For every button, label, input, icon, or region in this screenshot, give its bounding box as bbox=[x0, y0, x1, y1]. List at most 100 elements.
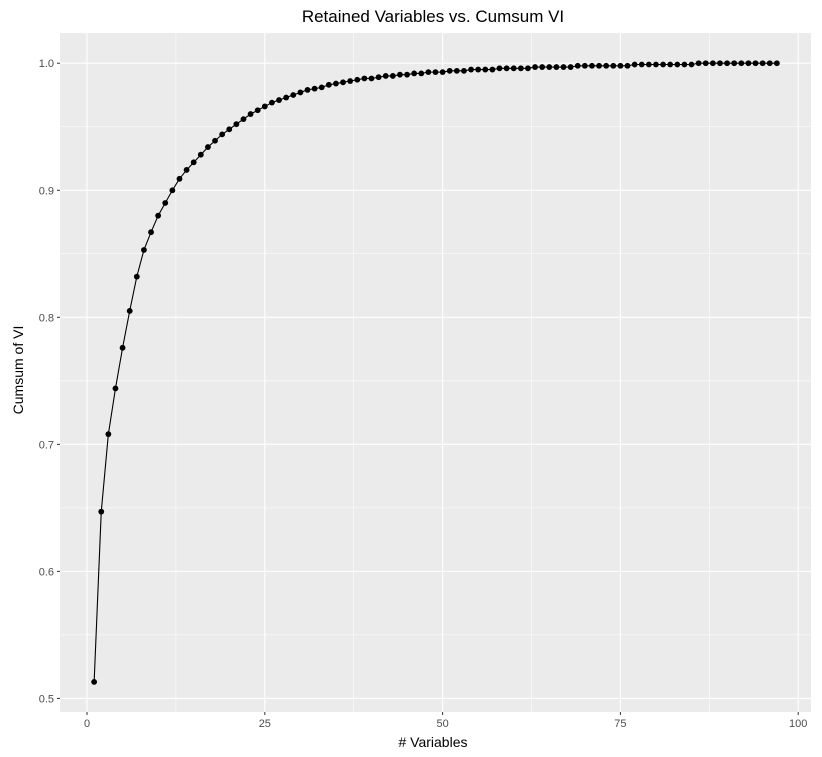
data-point bbox=[411, 70, 418, 77]
x-tick-label: 75 bbox=[614, 718, 626, 730]
data-point bbox=[240, 116, 247, 123]
data-point bbox=[688, 61, 695, 68]
data-point bbox=[226, 126, 233, 133]
data-point bbox=[261, 103, 268, 110]
data-point bbox=[126, 308, 133, 314]
data-point bbox=[276, 97, 282, 103]
data-point bbox=[453, 67, 460, 74]
data-point bbox=[439, 69, 446, 76]
data-point bbox=[212, 137, 218, 144]
data-point bbox=[724, 60, 730, 67]
data-point bbox=[745, 60, 752, 67]
x-tick-label: 0 bbox=[84, 718, 90, 730]
data-point bbox=[219, 131, 226, 138]
x-axis: 0 25 50 75 100 bbox=[84, 712, 807, 730]
data-point bbox=[183, 167, 190, 173]
data-point bbox=[631, 61, 638, 68]
data-point bbox=[553, 64, 560, 70]
data-point bbox=[461, 67, 467, 74]
data-point bbox=[98, 508, 105, 515]
data-point bbox=[247, 111, 254, 117]
data-point bbox=[624, 62, 631, 69]
data-point bbox=[539, 64, 546, 70]
data-point bbox=[496, 65, 503, 72]
data-point bbox=[731, 60, 738, 67]
data-point bbox=[709, 60, 716, 67]
data-point bbox=[254, 107, 261, 114]
data-point bbox=[567, 64, 574, 70]
data-point bbox=[290, 92, 297, 98]
chart-title: Retained Variables vs. Cumsum VI bbox=[302, 7, 564, 26]
y-tick-label: 0.8 bbox=[39, 312, 54, 324]
data-point bbox=[717, 60, 723, 67]
minor-gridlines bbox=[60, 33, 811, 712]
data-point bbox=[610, 62, 617, 69]
data-point bbox=[269, 99, 275, 106]
data-point bbox=[119, 344, 126, 351]
x-tick-label: 50 bbox=[436, 718, 448, 730]
data-point bbox=[347, 78, 354, 84]
data-point bbox=[318, 84, 325, 91]
data-point bbox=[361, 75, 368, 82]
y-tick-label: 1.0 bbox=[39, 58, 54, 70]
data-point bbox=[674, 61, 681, 68]
data-point bbox=[375, 74, 382, 81]
data-point bbox=[340, 79, 346, 86]
data-point bbox=[432, 69, 439, 76]
data-point bbox=[233, 121, 240, 128]
data-point bbox=[738, 60, 745, 67]
data-point bbox=[525, 65, 531, 72]
data-point bbox=[589, 62, 595, 69]
data-point bbox=[560, 64, 567, 70]
y-tick-label: 0.6 bbox=[39, 566, 54, 578]
data-point bbox=[205, 144, 211, 150]
data-point bbox=[574, 62, 581, 69]
data-point bbox=[304, 87, 311, 93]
data-point bbox=[695, 60, 702, 67]
data-point bbox=[333, 80, 339, 87]
data-points bbox=[91, 60, 780, 685]
data-point bbox=[105, 431, 112, 438]
data-point bbox=[468, 66, 474, 73]
y-axis-title: Cumsum of VI bbox=[10, 326, 26, 415]
data-point bbox=[297, 89, 304, 96]
data-point bbox=[404, 71, 410, 78]
data-point bbox=[397, 71, 403, 78]
data-point bbox=[660, 61, 666, 68]
data-point bbox=[133, 273, 140, 280]
data-point bbox=[311, 85, 318, 92]
y-tick-label: 0.9 bbox=[39, 185, 54, 197]
data-point bbox=[418, 70, 425, 77]
data-point bbox=[773, 60, 780, 67]
data-point bbox=[155, 212, 162, 219]
data-point bbox=[603, 62, 610, 69]
data-point bbox=[532, 64, 538, 70]
data-point bbox=[617, 62, 624, 69]
plot-panel bbox=[60, 33, 811, 712]
x-tick-label: 100 bbox=[789, 718, 807, 730]
data-point bbox=[112, 385, 119, 392]
data-point bbox=[482, 66, 489, 73]
data-point bbox=[503, 65, 510, 72]
data-point bbox=[667, 61, 674, 68]
data-point bbox=[596, 62, 602, 69]
data-point bbox=[681, 61, 688, 68]
data-point bbox=[581, 62, 588, 69]
x-tick-label: 25 bbox=[259, 718, 271, 730]
data-point bbox=[148, 229, 154, 236]
data-point bbox=[546, 64, 553, 70]
data-point bbox=[141, 247, 147, 253]
data-point bbox=[752, 60, 759, 67]
data-point bbox=[489, 66, 496, 73]
data-point bbox=[638, 61, 645, 68]
data-point bbox=[354, 76, 361, 83]
data-point bbox=[176, 175, 183, 182]
x-axis-title: # Variables bbox=[398, 734, 467, 750]
data-point bbox=[190, 159, 197, 166]
data-point bbox=[702, 60, 709, 67]
data-point bbox=[510, 65, 517, 72]
data-point bbox=[653, 61, 659, 68]
data-point bbox=[91, 678, 98, 685]
data-point bbox=[645, 61, 652, 68]
